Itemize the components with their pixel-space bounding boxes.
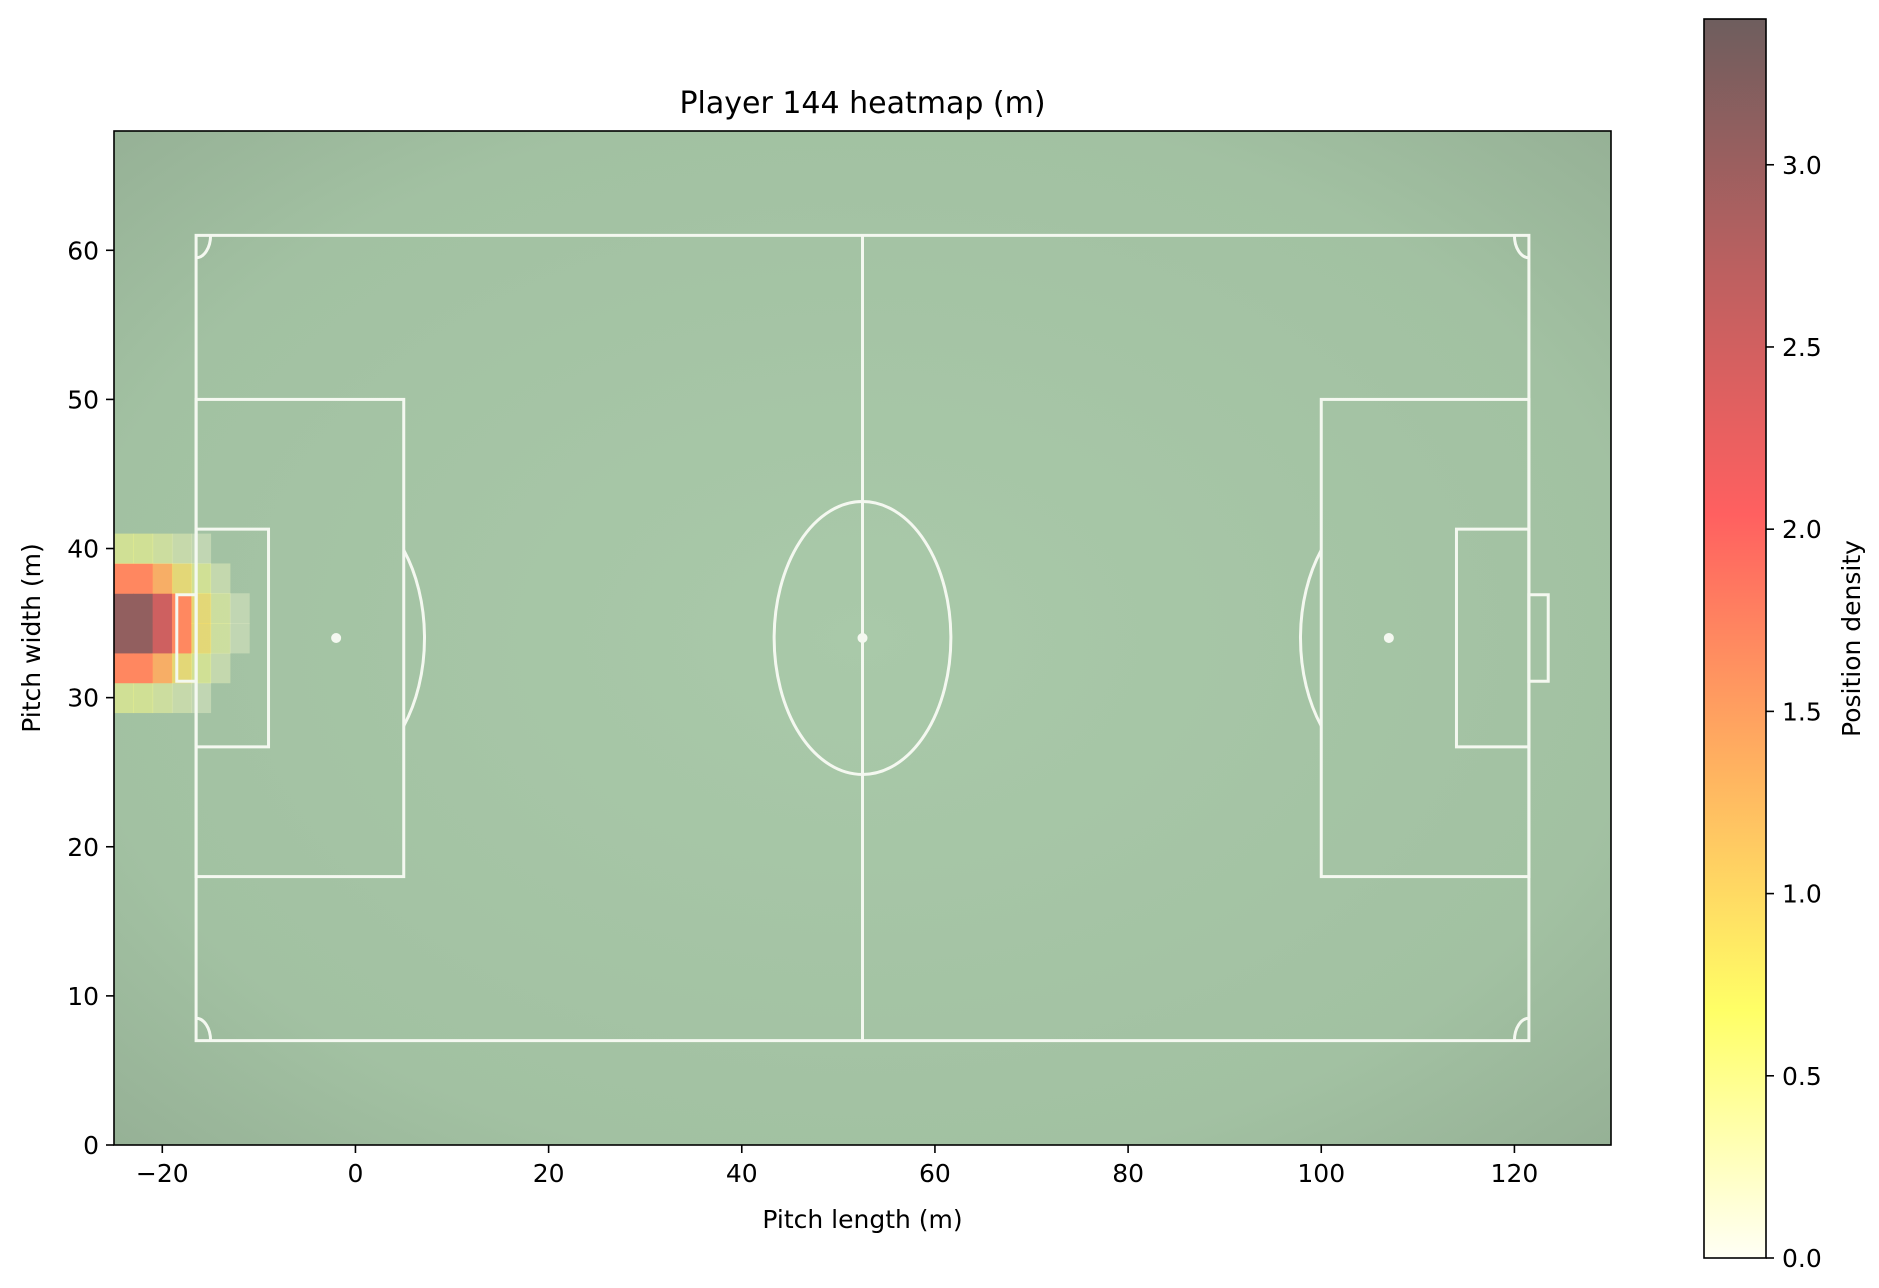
x-tick-label: 80 (1112, 1159, 1144, 1188)
corner-arc-top-left (195, 235, 213, 260)
density-cell (171, 623, 192, 654)
y-tick-label: 30 (67, 684, 99, 713)
y-axis: 0 10 20 30 40 50 60 (67, 236, 114, 1160)
chart-title: Player 144 heatmap (m) (679, 86, 1045, 121)
x-axis-label: Pitch length (m) (762, 1205, 962, 1234)
colorbar-gradient (1703, 18, 1767, 1259)
left-penalty-spot (331, 633, 342, 643)
colorbar-tick-label: 2.5 (1782, 333, 1822, 362)
left-penalty-arc (402, 549, 427, 727)
colorbar-tick-label: 3.0 (1782, 151, 1822, 180)
y-tick-label: 60 (67, 236, 99, 265)
density-cell (152, 563, 173, 594)
colorbar-ticks: 0.0 0.5 1.0 1.5 2.0 2.5 3.0 (1766, 151, 1822, 1273)
x-tick-label: 60 (919, 1159, 951, 1188)
density-cell (191, 563, 212, 594)
plot-frame (113, 130, 1612, 1146)
density-cell (191, 652, 212, 684)
density-cell (152, 533, 173, 564)
center-circle (772, 500, 953, 776)
colorbar-tick-label: 0.5 (1782, 1062, 1822, 1091)
density-cell (191, 623, 212, 654)
left-goal (175, 593, 198, 683)
x-tick-label: 40 (726, 1159, 758, 1188)
density-cell (152, 623, 173, 654)
density-cell (133, 652, 154, 684)
density-cell (210, 623, 231, 654)
right-penalty-arc (1298, 549, 1323, 727)
right-penalty-spot (1383, 633, 1394, 643)
density-cell (191, 682, 212, 714)
density-cell (133, 593, 154, 624)
colorbar-tick-label: 1.0 (1782, 880, 1822, 909)
density-cell (171, 563, 192, 594)
y-tick-label: 20 (67, 833, 99, 862)
density-cell (210, 652, 231, 684)
density-cell (133, 533, 154, 564)
x-axis: −20 0 20 40 60 80 100 120 (136, 1145, 1538, 1188)
colorbar-tick-label: 2.0 (1782, 515, 1822, 544)
x-tick-label: −20 (136, 1159, 189, 1188)
colorbar-tick-label: 1.5 (1782, 697, 1822, 726)
density-cell (210, 593, 231, 624)
density-cell (133, 563, 154, 594)
x-tick-label: 100 (1297, 1159, 1345, 1188)
y-axis-label: Pitch width (m) (17, 543, 46, 733)
density-cell (114, 682, 134, 714)
density-cell (171, 593, 192, 624)
density-cell (114, 652, 134, 684)
x-tick-label: 120 (1491, 1159, 1539, 1188)
pitch-markings (175, 233, 1550, 1043)
plot-area (113, 130, 1612, 1146)
density-cell (152, 593, 173, 624)
corner-arc-top-right (1512, 235, 1530, 260)
y-tick-label: 10 (67, 982, 99, 1011)
density-cell (229, 623, 250, 654)
density-cell (191, 593, 212, 624)
density-cell (114, 563, 134, 594)
x-tick-label: 0 (347, 1159, 363, 1188)
density-cell (171, 533, 192, 564)
y-tick-label: 40 (67, 535, 99, 564)
density-cell (152, 652, 173, 684)
density-cell (229, 593, 250, 624)
density-cell (191, 533, 212, 564)
y-tick-label: 50 (67, 385, 99, 414)
corner-arc-bottom-right (1512, 1016, 1530, 1041)
right-goal (1527, 593, 1550, 683)
colorbar: 0.0 0.5 1.0 1.5 2.0 2.5 3.0 Position density (1703, 18, 1866, 1273)
density-cell (114, 593, 134, 624)
y-tick-label: 0 (83, 1131, 99, 1160)
colorbar-tick-label: 0.0 (1782, 1244, 1822, 1273)
density-cell (133, 623, 154, 654)
density-cell (210, 563, 231, 594)
x-tick-label: 20 (533, 1159, 565, 1188)
colorbar-label: Position density (1837, 540, 1866, 737)
center-spot (857, 633, 868, 643)
corner-arc-bottom-left (195, 1016, 213, 1041)
density-cell (114, 533, 134, 564)
density-cell (152, 682, 173, 714)
density-cell (133, 682, 154, 714)
density-cell (171, 682, 192, 714)
density-cell (114, 623, 134, 654)
density-cell (171, 652, 192, 684)
